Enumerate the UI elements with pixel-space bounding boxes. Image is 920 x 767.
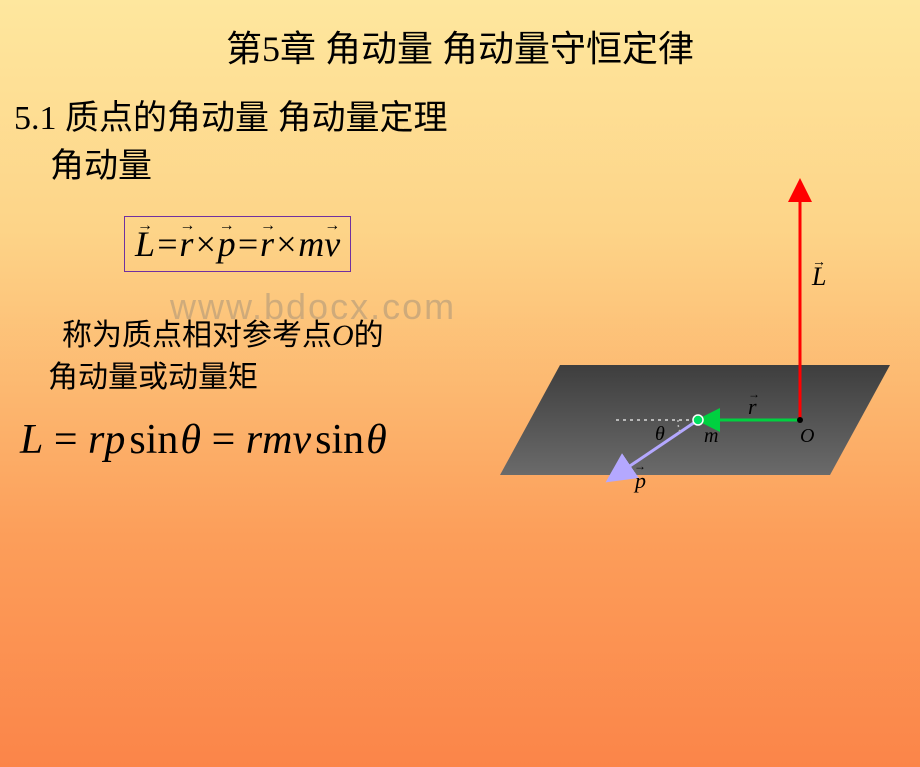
mag-L: L [20,417,43,463]
description-line-1: 称为质点相对参考点O的 [62,310,384,354]
angular-momentum-formula-box: →L = →r × →p = →r × m →v [124,216,351,272]
O-label: O [800,425,814,447]
mag-sin1: sin [129,417,178,463]
sub-heading-text: 角动量 [50,148,152,185]
mag-sin2: sin [315,417,364,463]
mag-p: p [104,417,125,463]
angular-momentum-diagram: L → r → m O p → θ [500,170,910,530]
theta-label: θ [655,423,665,445]
L-label-arrow: → [812,255,826,270]
mag-r1: r [88,417,104,463]
equals-2: = [236,223,260,265]
vector-v: →v [324,223,340,265]
vector-r-2: →r [260,223,274,265]
mag-theta2: θ [366,417,387,463]
desc-1a: 称为质点相对参考点 [62,319,332,352]
O-point [797,417,803,423]
slide-title: 第5章 角动量 角动量守恒定律 [0,20,920,72]
vector-L: →L [135,223,155,265]
m-label: m [704,425,718,447]
mag-eq1: = [43,417,88,463]
mag-r2: r [246,417,262,463]
sub-heading: 角动量 [50,138,152,187]
vector-p: →p [218,223,236,265]
desc-O: O [332,319,354,352]
desc-1b: 的 [354,319,384,352]
mag-m: m [262,417,292,463]
p-label-arrow: → [634,459,646,473]
mag-theta1: θ [180,417,201,463]
cross-1: × [193,223,217,265]
equals-1: = [155,223,179,265]
mag-eq2: = [201,417,246,463]
vector-r-1: →r [179,223,193,265]
description-line-2: 角动量或动量矩 [48,352,258,396]
cross-2: × [274,223,298,265]
r-label-arrow: → [748,387,760,401]
scalar-m: m [298,223,324,265]
magnitude-formula: L = rpsinθ = rmvsinθ [20,416,387,464]
section-heading: 5.1 质点的角动量 角动量定理 [14,90,448,139]
mag-v: v [292,417,311,463]
